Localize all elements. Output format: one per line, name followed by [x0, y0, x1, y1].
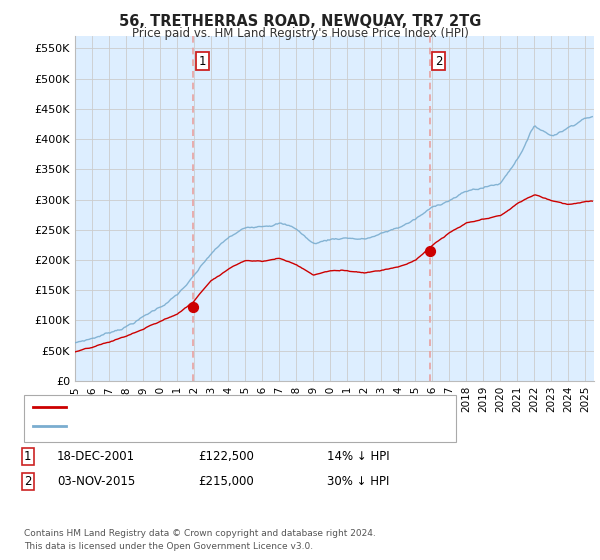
Text: £215,000: £215,000: [198, 475, 254, 488]
Text: 2: 2: [24, 475, 32, 488]
Text: HPI: Average price, detached house, Cornwall: HPI: Average price, detached house, Corn…: [72, 421, 310, 431]
Text: 2: 2: [435, 54, 442, 68]
Text: 56, TRETHERRAS ROAD, NEWQUAY, TR7 2TG: 56, TRETHERRAS ROAD, NEWQUAY, TR7 2TG: [119, 14, 481, 29]
Text: 14% ↓ HPI: 14% ↓ HPI: [327, 450, 389, 463]
Text: Contains HM Land Registry data © Crown copyright and database right 2024.
This d: Contains HM Land Registry data © Crown c…: [24, 529, 376, 550]
Point: [425, 246, 434, 255]
Text: 1: 1: [24, 450, 32, 463]
Text: 1: 1: [199, 54, 206, 68]
Point: [188, 302, 198, 311]
Text: £122,500: £122,500: [198, 450, 254, 463]
Text: Price paid vs. HM Land Registry's House Price Index (HPI): Price paid vs. HM Land Registry's House …: [131, 27, 469, 40]
Text: 18-DEC-2001: 18-DEC-2001: [57, 450, 135, 463]
Text: 03-NOV-2015: 03-NOV-2015: [57, 475, 135, 488]
Text: 56, TRETHERRAS ROAD, NEWQUAY, TR7 2TG (detached house): 56, TRETHERRAS ROAD, NEWQUAY, TR7 2TG (d…: [72, 402, 399, 412]
Text: 30% ↓ HPI: 30% ↓ HPI: [327, 475, 389, 488]
